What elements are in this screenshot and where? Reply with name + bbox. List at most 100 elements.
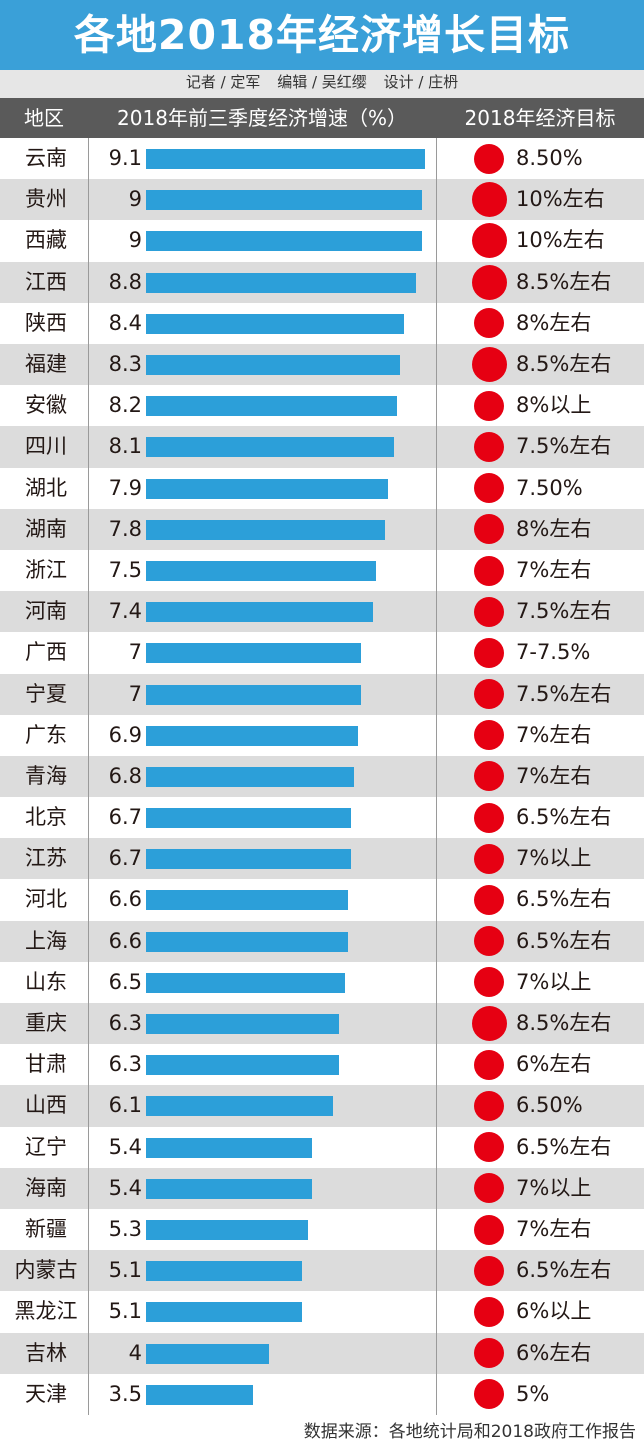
table-row: 陕西 8.4 8%左右	[0, 303, 644, 344]
target-dot-marker	[474, 885, 504, 916]
target-label: 7%左右	[516, 557, 592, 582]
growth-bar	[146, 272, 416, 293]
column-header-target: 2018年经济目标	[464, 106, 616, 130]
target-dot-marker	[474, 802, 504, 833]
growth-bar	[146, 766, 355, 787]
region-label: 海南	[25, 1175, 67, 1200]
target-dot-marker	[474, 1379, 504, 1410]
growth-bar	[146, 849, 352, 870]
region-label: 江西	[25, 269, 67, 294]
growth-value-label: 8.3	[108, 351, 142, 376]
table-row: 黑龙江 5.1 6%以上	[0, 1291, 644, 1332]
growth-bar	[146, 354, 401, 375]
growth-bar	[146, 1014, 340, 1035]
target-dot-marker	[474, 1214, 504, 1245]
growth-bar	[146, 149, 425, 169]
target-label: 8.5%左右	[516, 1011, 612, 1036]
table-row: 天津 3.5 5%	[0, 1374, 644, 1415]
region-label: 黑龙江	[14, 1299, 78, 1324]
table-row: 北京 6.7 6.5%左右	[0, 797, 644, 838]
target-dot-marker	[471, 347, 507, 383]
target-label: 7%左右	[516, 763, 592, 788]
growth-value-label: 6.3	[108, 1052, 142, 1077]
table-row: 山西 6.1 6.50%	[0, 1085, 644, 1127]
region-label: 山西	[25, 1093, 67, 1118]
target-dot-marker	[471, 264, 507, 300]
target-label: 10%左右	[516, 228, 605, 253]
target-dot-marker	[474, 720, 504, 751]
table-row: 安徽 8.2 8%以上	[0, 385, 644, 426]
target-label: 6%左右	[516, 1052, 592, 1077]
growth-bar	[146, 684, 361, 705]
growth-value-label: 6.6	[108, 928, 142, 953]
table-row: 甘肃 6.3 6%左右	[0, 1044, 644, 1085]
growth-value-label: 8.4	[108, 310, 142, 335]
region-label: 湖南	[25, 516, 67, 541]
table-row: 青海 6.8 7%左右	[0, 755, 644, 798]
growth-bar	[146, 1261, 303, 1282]
column-header-region: 地区	[24, 106, 64, 130]
region-label: 湖北	[25, 475, 67, 500]
growth-value-label: 6.5	[108, 969, 142, 994]
target-label: 7.5%左右	[516, 681, 612, 706]
region-label: 陕西	[25, 310, 67, 335]
region-label: 河南	[25, 599, 67, 624]
growth-bar	[146, 1096, 334, 1117]
data-table: 云南 9.1 8.50% 贵州 9 10%左右 西藏 9 10%左右 江西 8.8 8.5%左右 陕西 8…	[0, 138, 644, 1415]
target-dot-marker	[474, 1338, 504, 1369]
target-label: 7%以上	[516, 1175, 592, 1200]
region-label: 广西	[25, 640, 67, 665]
table-row: 吉林 4 6%左右	[0, 1332, 644, 1374]
growth-bar	[146, 313, 404, 334]
region-label: 吉林	[25, 1340, 67, 1365]
target-label: 6.5%左右	[516, 805, 612, 830]
target-label: 7.5%左右	[516, 434, 612, 459]
credit-reporter: 记者 / 定军	[185, 73, 261, 91]
table-row: 广东 6.9 7%左右	[0, 715, 644, 756]
target-dot-marker	[474, 679, 504, 710]
target-label: 8.50%	[516, 146, 583, 170]
target-label: 7.5%左右	[516, 599, 612, 624]
target-dot-marker	[474, 1132, 504, 1163]
target-label: 5%	[516, 1381, 550, 1406]
column-divider	[436, 138, 437, 1415]
growth-value-label: 5.1	[108, 1299, 142, 1324]
region-label: 重庆	[25, 1011, 67, 1036]
target-label: 10%左右	[516, 187, 605, 212]
target-dot-marker	[474, 431, 504, 462]
growth-value-label: 8.1	[108, 434, 142, 459]
table-row: 广西 7 7-7.5%	[0, 632, 644, 673]
target-label: 7%左右	[516, 1217, 592, 1242]
region-label: 山东	[25, 969, 67, 994]
table-row: 上海 6.6 6.5%左右	[0, 920, 644, 962]
target-dot-marker	[474, 1091, 504, 1122]
target-dot-marker	[474, 390, 504, 421]
table-row: 西藏 9 10%左右	[0, 220, 644, 261]
target-label: 8.5%左右	[516, 351, 612, 376]
column-divider	[88, 138, 89, 1415]
target-dot-marker	[474, 637, 504, 668]
growth-value-label: 6.6	[108, 887, 142, 912]
target-label: 6.50%	[516, 1093, 583, 1118]
table-row: 湖北 7.9 7.50%	[0, 468, 644, 509]
growth-value-label: 7.5	[108, 557, 142, 582]
target-label: 8%左右	[516, 310, 592, 335]
region-label: 福建	[25, 351, 67, 376]
growth-value-label: 7.8	[108, 516, 142, 541]
region-label: 北京	[25, 805, 67, 830]
growth-value-label: 4	[128, 1340, 142, 1365]
growth-bar	[146, 1302, 303, 1323]
title-banner: 各地2018年经济增长目标	[0, 0, 644, 70]
target-label: 6.5%左右	[516, 928, 612, 953]
region-label: 辽宁	[25, 1134, 67, 1159]
growth-bar	[146, 1343, 269, 1364]
target-label: 7%以上	[516, 969, 592, 994]
table-row: 内蒙古 5.1 6.5%左右	[0, 1250, 644, 1292]
region-label: 云南	[25, 146, 67, 170]
growth-value-label: 6.3	[108, 1011, 142, 1036]
growth-value-label: 6.7	[108, 805, 142, 830]
target-label: 6.5%左右	[516, 1134, 612, 1159]
growth-bar	[146, 1220, 309, 1241]
target-dot-marker	[474, 473, 504, 504]
growth-bar	[146, 1055, 340, 1076]
